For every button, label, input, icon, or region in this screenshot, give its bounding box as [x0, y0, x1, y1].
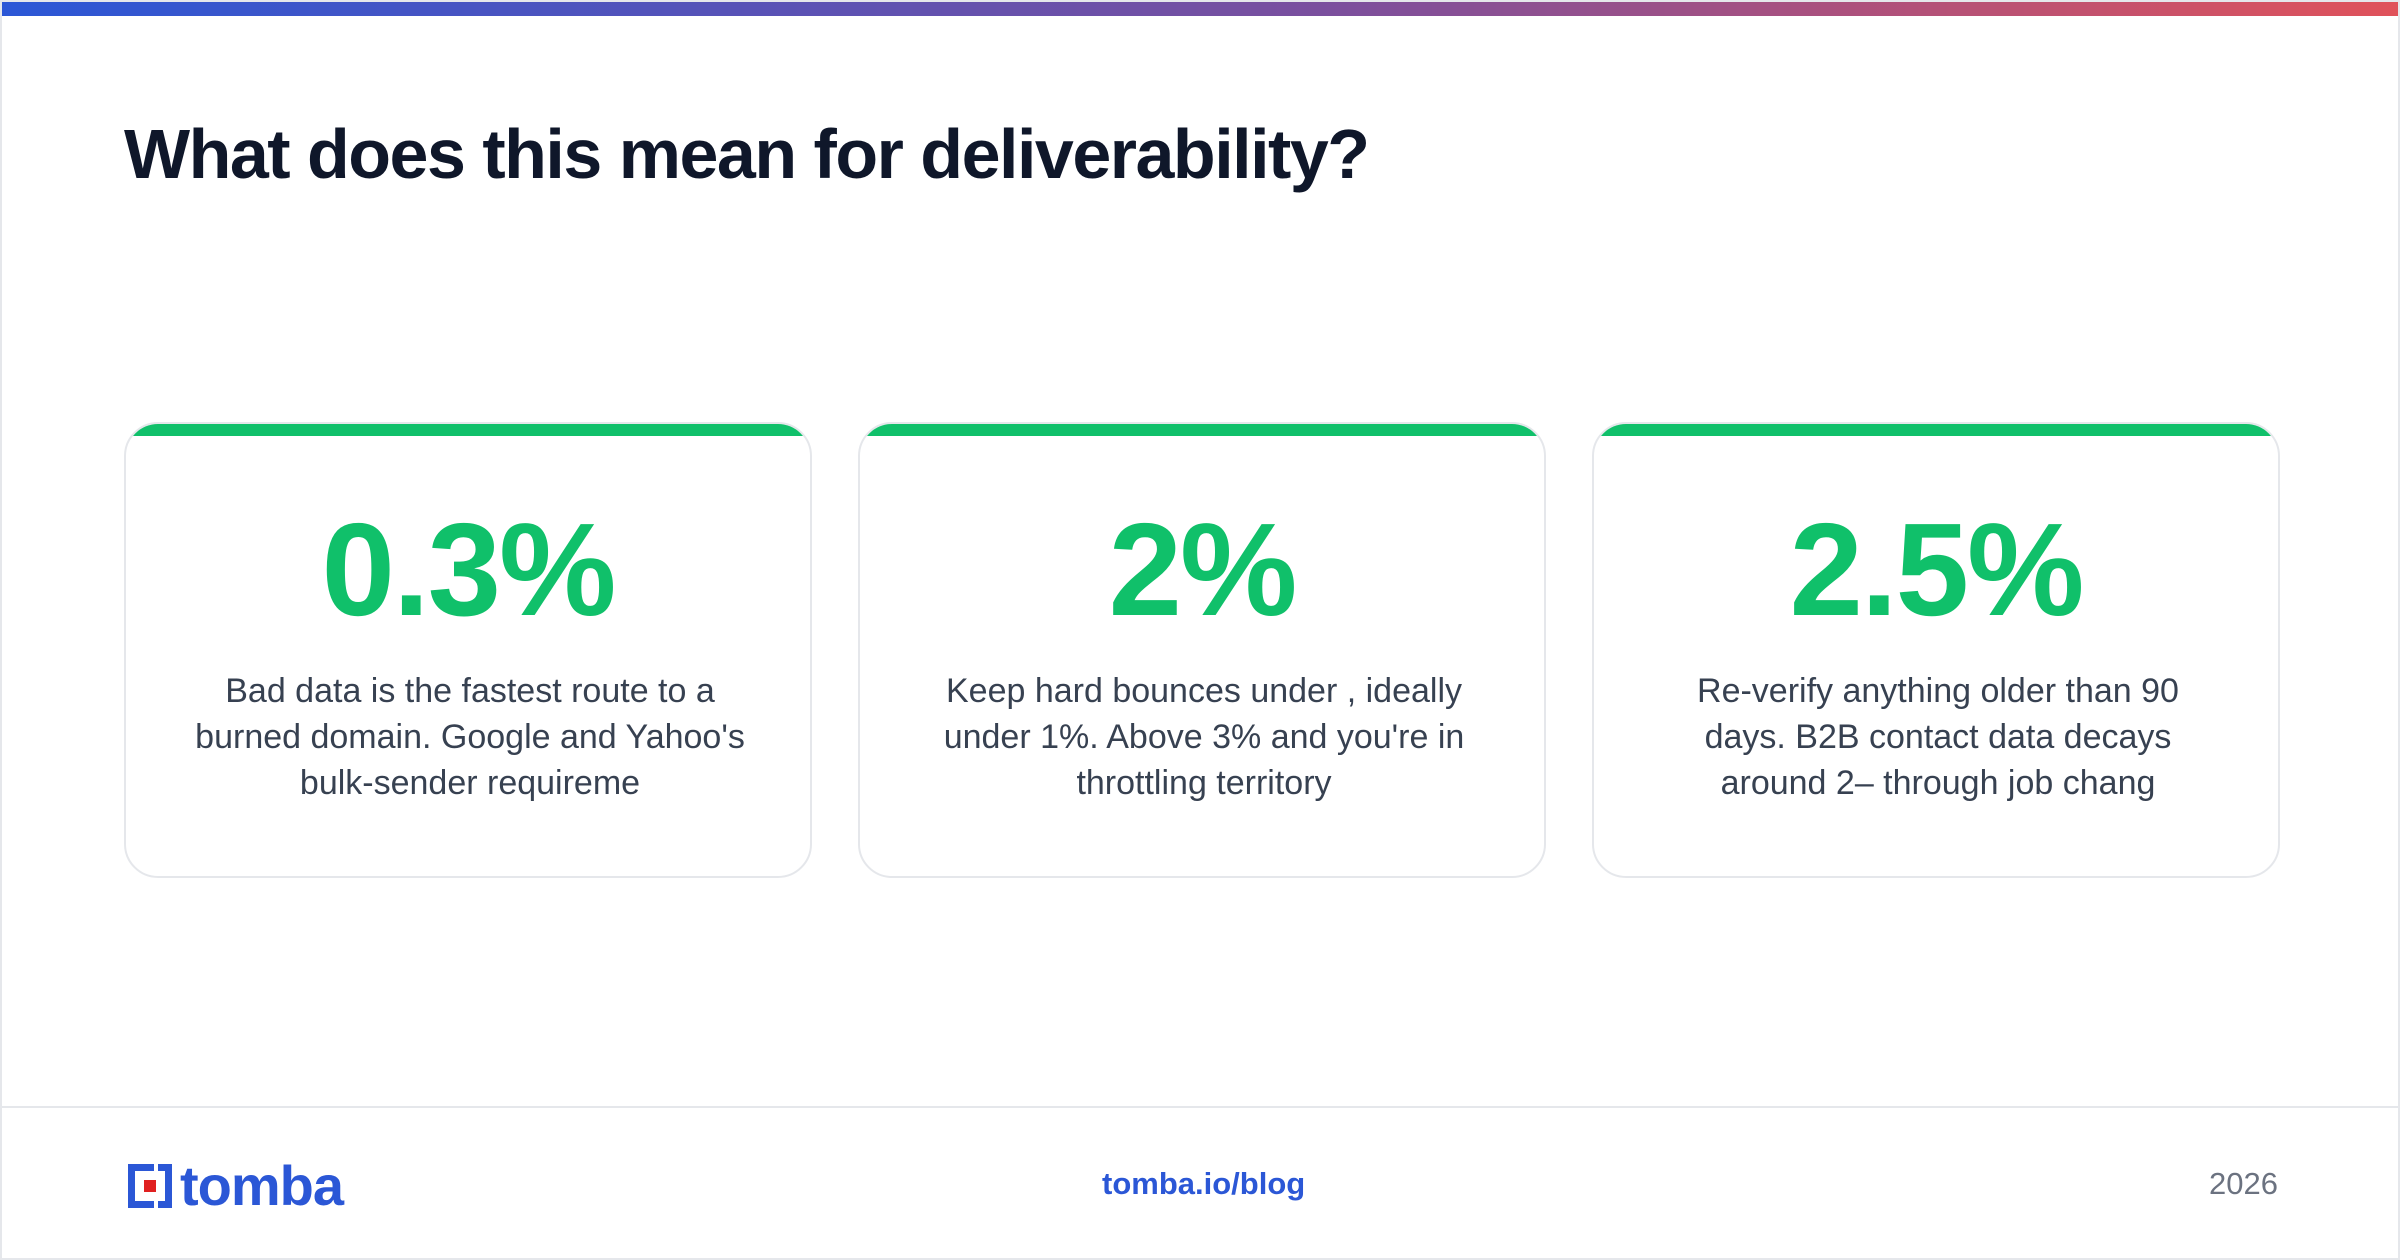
tomba-logo: tomba: [124, 1154, 344, 1217]
stat-card: 0.3% Bad data is the fastest route to a …: [124, 422, 812, 878]
tomba-logo-icon: [128, 1164, 172, 1208]
stat-description: Keep hard bounces under , ideally under …: [943, 672, 1465, 802]
footer-divider: [2, 1106, 2398, 1108]
stat-value: 0.3%: [321, 496, 617, 643]
gradient-top-bar: [2, 2, 2398, 16]
stat-value: 2%: [1108, 496, 1298, 643]
logo-wordmark: tomba: [180, 1154, 344, 1217]
page-title: What does this mean for deliverability?: [124, 115, 1370, 193]
blog-link[interactable]: tomba.io/blog: [1102, 1166, 1306, 1201]
stat-cards: 0.3% Bad data is the fastest route to a …: [124, 422, 2280, 878]
footer-year: 2026: [2209, 1166, 2278, 1201]
stat-card: 2.5% Re-verify anything older than 90 da…: [1592, 422, 2280, 878]
stat-card: 2% Keep hard bounces under , ideally und…: [858, 422, 1546, 878]
stat-value: 2.5%: [1789, 496, 2085, 643]
stat-description: Re-verify anything older than 90 days. B…: [1697, 672, 2179, 802]
stat-description: Bad data is the fastest route to a burne…: [195, 672, 745, 802]
